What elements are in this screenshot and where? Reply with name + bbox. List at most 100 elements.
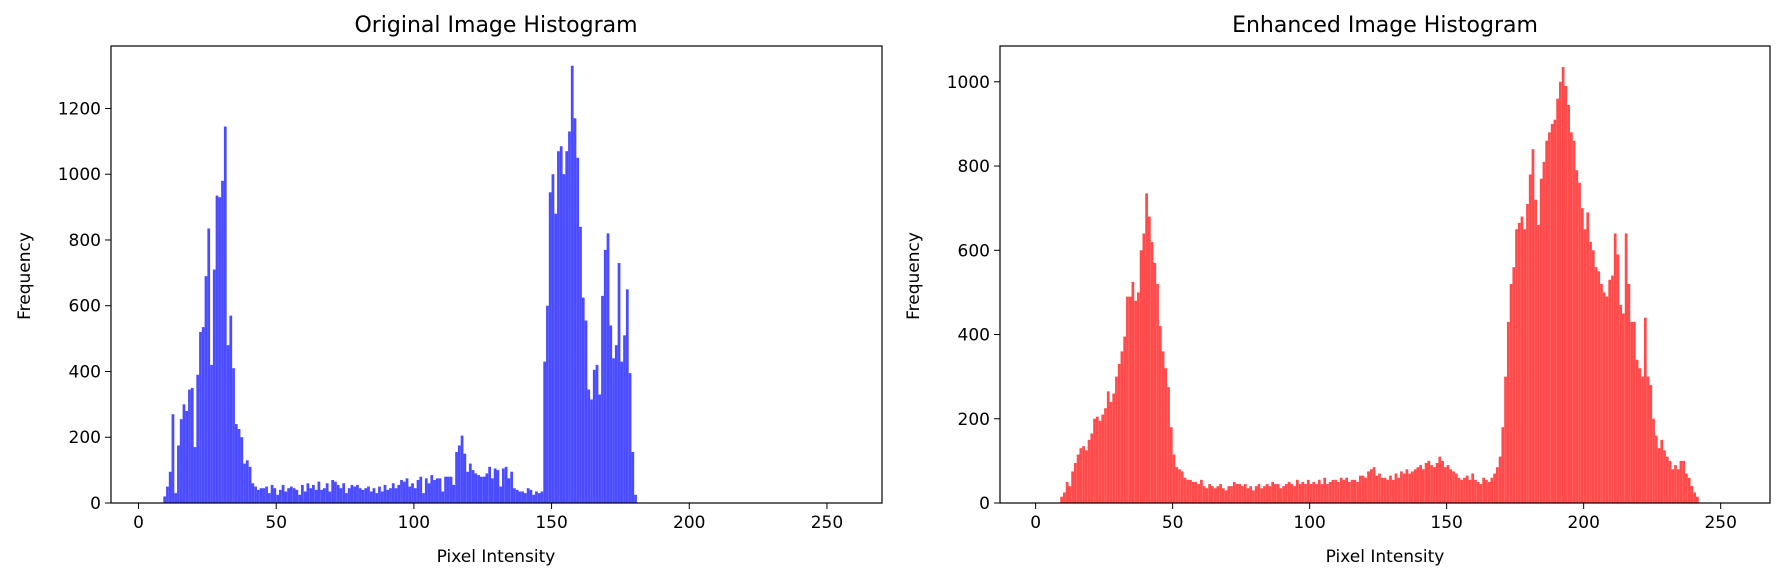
histogram-bar <box>1134 300 1138 503</box>
histogram-bar <box>457 445 461 503</box>
histogram-bar <box>1687 477 1691 503</box>
histogram-bar <box>419 476 423 503</box>
histogram-bar <box>1646 376 1650 503</box>
histogram-bar <box>265 486 268 503</box>
histogram-bar <box>234 424 238 503</box>
histogram-bar <box>364 488 368 503</box>
histogram-bar <box>1611 275 1614 503</box>
histogram-bar <box>507 478 511 503</box>
histogram-bar <box>1337 481 1340 503</box>
histogram-bar <box>1575 170 1579 503</box>
histogram-bar <box>625 289 629 503</box>
histogram-bar <box>386 489 390 503</box>
histogram-bar <box>1498 456 1502 503</box>
histogram-bar <box>490 478 494 503</box>
histogram-bar <box>441 491 445 503</box>
histogram-bar <box>278 489 282 503</box>
histogram-bar <box>1553 119 1557 503</box>
histogram-bar <box>1128 296 1132 503</box>
histogram-bar <box>1643 317 1647 503</box>
histogram-bar <box>628 373 632 503</box>
original-histogram-panel: Original Image Histogram 0 50 100 150 200 250… <box>15 13 883 567</box>
histogram-bar <box>435 478 439 503</box>
histogram-bar <box>1602 292 1606 503</box>
histogram-bar <box>1194 481 1198 503</box>
histogram-bar <box>546 305 549 503</box>
histogram-bar <box>446 476 450 503</box>
histogram-bar <box>1109 401 1113 503</box>
histogram-bar <box>1230 486 1233 503</box>
histogram-bar <box>245 460 249 503</box>
histogram-bar <box>1380 477 1384 503</box>
histogram-bar <box>1254 486 1258 503</box>
histogram-bar <box>1323 477 1327 503</box>
histogram-bar <box>276 494 279 503</box>
histogram-bar <box>1652 418 1655 503</box>
histogram-bar <box>1408 473 1412 503</box>
histogram-bar <box>232 368 235 503</box>
histogram-bar <box>1416 467 1420 503</box>
histogram-bar <box>592 369 596 503</box>
histogram-bar <box>1613 233 1617 504</box>
x-tick-label: 200 <box>1567 513 1599 533</box>
histogram-bar <box>1095 416 1099 503</box>
histogram-bar <box>1696 496 1699 503</box>
histogram-bar <box>182 404 186 503</box>
histogram-bar <box>383 484 387 503</box>
histogram-bar <box>1120 351 1124 503</box>
histogram-bar <box>1282 486 1285 503</box>
histogram-bar <box>1394 473 1398 503</box>
histogram-bar <box>1265 484 1269 503</box>
histogram-bar <box>190 387 194 503</box>
histogram-bar <box>1147 216 1151 503</box>
histogram-bar <box>347 488 351 503</box>
histogram-bar <box>1526 203 1529 503</box>
histogram-bar <box>1657 448 1661 503</box>
histogram-bar <box>1561 67 1565 503</box>
histogram-bar <box>1071 471 1074 503</box>
histogram-bar <box>356 484 359 503</box>
histogram-bar <box>595 364 599 503</box>
histogram-bar <box>526 488 530 503</box>
histogram-bar <box>1186 479 1190 503</box>
histogram-bar <box>1339 477 1343 503</box>
histogram-bar <box>1106 391 1110 503</box>
histogram-bar <box>573 118 577 503</box>
y-tick-label: 0 <box>979 494 990 514</box>
histogram-bar <box>460 435 464 503</box>
histogram-bar <box>1063 492 1066 503</box>
histogram-bar <box>1578 182 1581 503</box>
y-tick-label: 400 <box>958 326 990 346</box>
y-axis-label: Frequency <box>904 232 924 320</box>
y-tick-label: 1000 <box>947 73 990 93</box>
histogram-bar <box>1608 279 1612 503</box>
histogram-bar <box>1342 479 1346 503</box>
histogram-bar <box>1123 336 1127 503</box>
histogram-bar <box>328 491 332 503</box>
chart-title: Enhanced Image Histogram <box>1232 13 1538 38</box>
histogram-bar <box>1580 208 1584 503</box>
histogram-bar <box>1490 477 1494 503</box>
histogram-bar <box>1153 262 1157 503</box>
histogram-bar <box>1238 484 1242 503</box>
histogram-bar <box>1531 149 1535 503</box>
histogram-bar <box>320 489 324 503</box>
histogram-bar <box>303 491 307 503</box>
histogram-bar <box>1665 456 1669 503</box>
histogram-bar <box>1630 321 1633 503</box>
histogram-bar <box>309 488 313 503</box>
histogram-bar <box>1306 479 1310 503</box>
histogram-bar <box>1482 477 1486 503</box>
x-tick-label: 0 <box>133 513 144 533</box>
histogram-bar <box>1378 473 1381 503</box>
histogram-bar <box>524 493 527 503</box>
y-tick-label: 0 <box>90 494 101 514</box>
histogram-bar <box>1084 450 1088 503</box>
histogram-bar <box>474 473 478 503</box>
histogram-bar <box>397 484 401 503</box>
histogram-bar <box>174 493 178 503</box>
histogram-bar <box>179 419 183 503</box>
histogram-bar <box>535 491 538 503</box>
histogram-bar <box>1126 296 1129 503</box>
histogram-bar <box>424 478 428 503</box>
